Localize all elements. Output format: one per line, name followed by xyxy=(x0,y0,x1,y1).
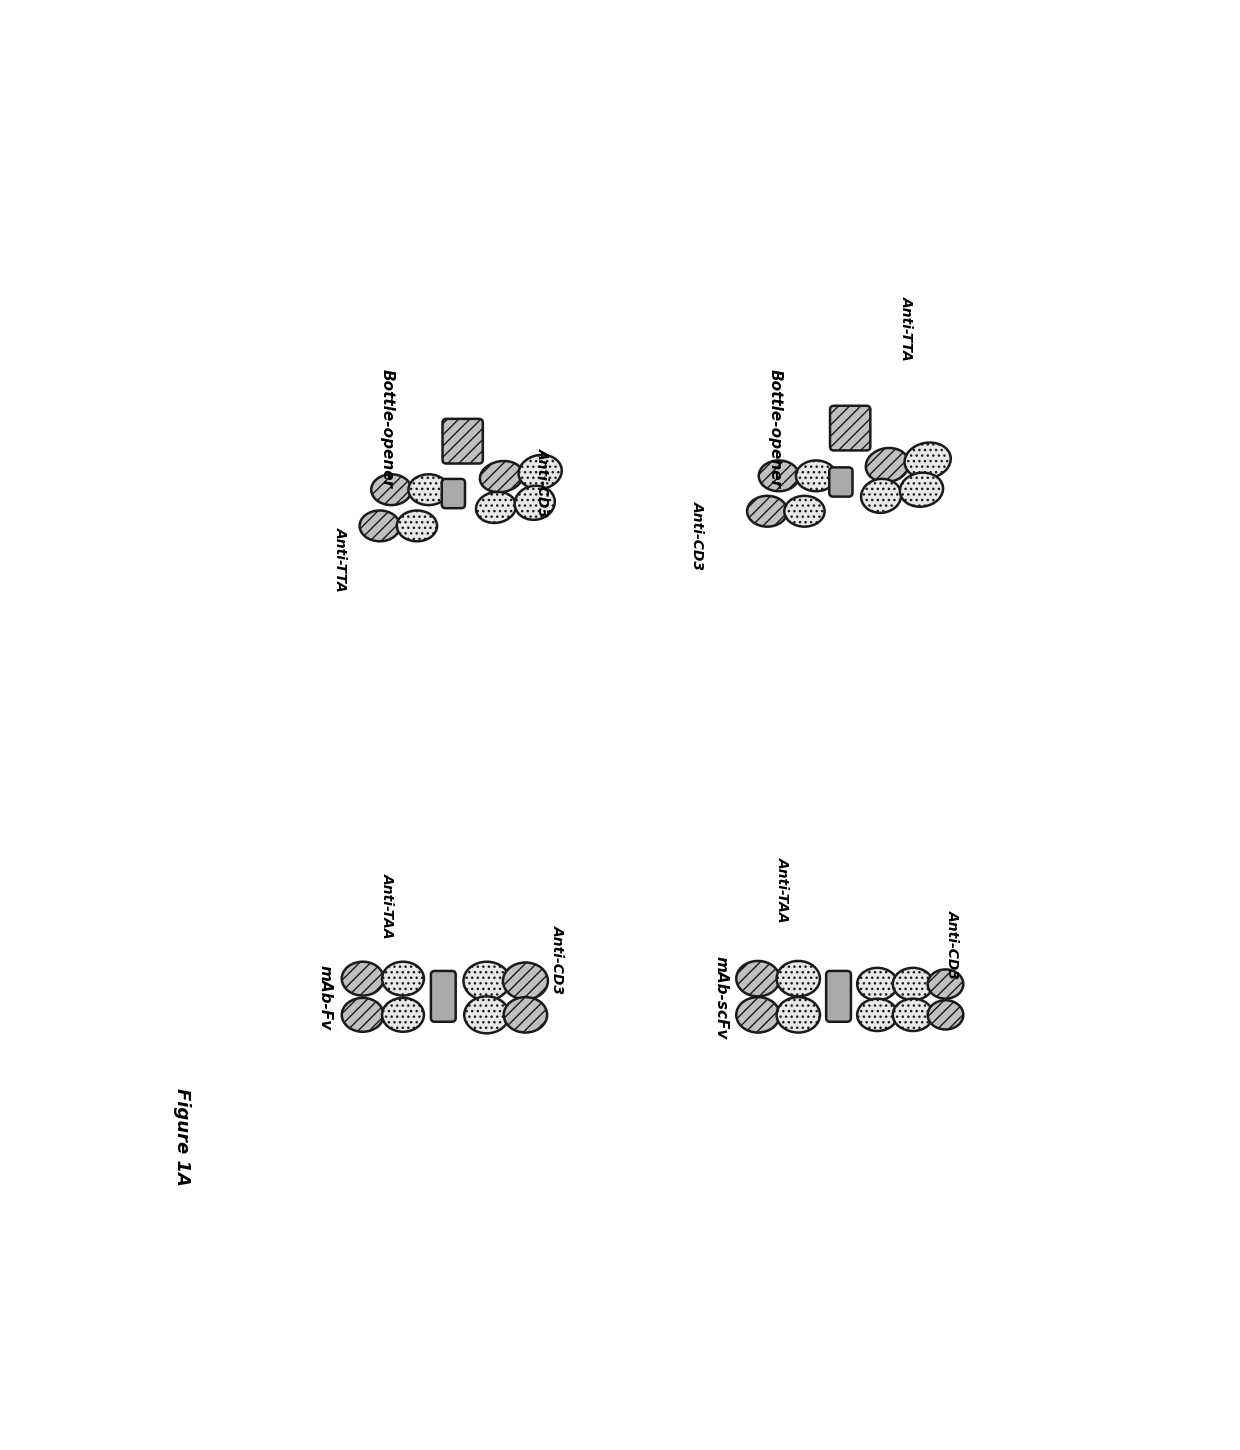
Ellipse shape xyxy=(503,998,547,1032)
Ellipse shape xyxy=(503,963,548,999)
Ellipse shape xyxy=(900,473,944,506)
Text: Bottle-opener: Bottle-opener xyxy=(379,368,396,487)
Ellipse shape xyxy=(893,967,932,1000)
Ellipse shape xyxy=(371,474,412,505)
Ellipse shape xyxy=(737,998,780,1032)
Ellipse shape xyxy=(342,998,383,1032)
FancyBboxPatch shape xyxy=(830,467,853,497)
Text: Anti-CD3: Anti-CD3 xyxy=(946,909,960,979)
Ellipse shape xyxy=(893,999,932,1031)
FancyBboxPatch shape xyxy=(826,972,851,1022)
Ellipse shape xyxy=(518,455,562,489)
FancyBboxPatch shape xyxy=(830,406,870,451)
FancyBboxPatch shape xyxy=(443,419,482,464)
Text: Anti-TAA: Anti-TAA xyxy=(381,873,394,938)
Ellipse shape xyxy=(464,996,510,1034)
Ellipse shape xyxy=(464,961,510,1000)
Text: Anti-CD3: Anti-CD3 xyxy=(551,925,565,993)
Ellipse shape xyxy=(382,998,424,1032)
Ellipse shape xyxy=(759,461,799,492)
Text: Anti-CD3: Anti-CD3 xyxy=(536,448,549,516)
Text: Anti-TTA: Anti-TTA xyxy=(334,526,348,592)
Text: Anti-TAA: Anti-TAA xyxy=(776,857,790,922)
Ellipse shape xyxy=(342,961,383,996)
Ellipse shape xyxy=(737,961,780,996)
FancyBboxPatch shape xyxy=(432,972,456,1022)
Ellipse shape xyxy=(857,967,898,1000)
Ellipse shape xyxy=(776,961,820,996)
Ellipse shape xyxy=(776,998,820,1032)
Text: Anti-TTA: Anti-TTA xyxy=(900,296,914,361)
Ellipse shape xyxy=(796,461,836,492)
Ellipse shape xyxy=(861,478,901,513)
Ellipse shape xyxy=(857,999,898,1031)
Ellipse shape xyxy=(480,461,523,492)
Ellipse shape xyxy=(866,448,909,483)
Ellipse shape xyxy=(408,474,449,505)
Ellipse shape xyxy=(476,492,516,523)
Ellipse shape xyxy=(904,442,951,479)
Text: mAb-Fv: mAb-Fv xyxy=(317,966,334,1031)
Text: Bottle-opener: Bottle-opener xyxy=(768,368,782,487)
Ellipse shape xyxy=(746,496,787,526)
Ellipse shape xyxy=(515,486,554,521)
Text: mAb-scFv: mAb-scFv xyxy=(713,956,728,1040)
Text: Anti-CD3: Anti-CD3 xyxy=(691,502,704,570)
Ellipse shape xyxy=(928,970,963,999)
Ellipse shape xyxy=(397,510,436,541)
FancyBboxPatch shape xyxy=(441,478,465,507)
Ellipse shape xyxy=(784,496,825,526)
Ellipse shape xyxy=(360,510,399,541)
Ellipse shape xyxy=(928,1000,963,1030)
Ellipse shape xyxy=(382,961,424,996)
Text: Figure 1A: Figure 1A xyxy=(174,1088,191,1186)
